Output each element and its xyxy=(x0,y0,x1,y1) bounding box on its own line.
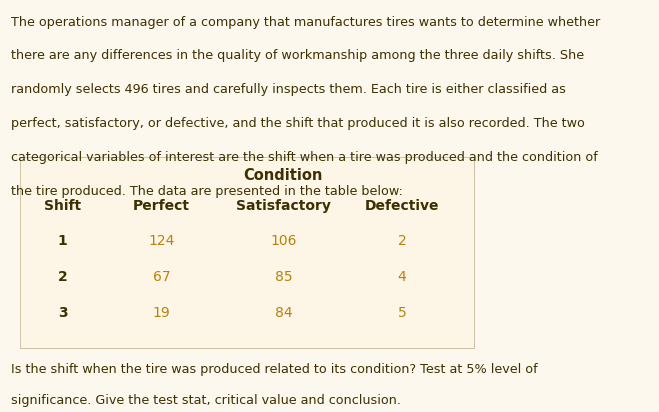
Text: significance. Give the test stat, critical value and conclusion.: significance. Give the test stat, critic… xyxy=(11,394,401,407)
Text: Shift: Shift xyxy=(44,199,81,213)
Text: 5: 5 xyxy=(397,306,407,320)
Text: the tire produced. The data are presented in the table below:: the tire produced. The data are presente… xyxy=(11,185,403,198)
Text: 3: 3 xyxy=(58,306,67,320)
Text: 1: 1 xyxy=(58,234,67,248)
Text: 85: 85 xyxy=(275,270,292,284)
Text: 2: 2 xyxy=(397,234,407,248)
Text: Defective: Defective xyxy=(364,199,440,213)
Text: categorical variables of interest are the shift when a tire was produced and the: categorical variables of interest are th… xyxy=(11,151,598,164)
Text: Satisfactory: Satisfactory xyxy=(236,199,331,213)
FancyBboxPatch shape xyxy=(20,157,474,348)
Text: 4: 4 xyxy=(397,270,407,284)
Text: 84: 84 xyxy=(275,306,292,320)
Text: 2: 2 xyxy=(58,270,67,284)
Text: Perfect: Perfect xyxy=(133,199,190,213)
Text: 106: 106 xyxy=(270,234,297,248)
Text: The operations manager of a company that manufactures tires wants to determine w: The operations manager of a company that… xyxy=(11,16,600,29)
Text: 124: 124 xyxy=(148,234,175,248)
Text: perfect, satisfactory, or defective, and the shift that produced it is also reco: perfect, satisfactory, or defective, and… xyxy=(11,117,585,130)
Text: 67: 67 xyxy=(153,270,170,284)
Text: there are any differences in the quality of workmanship among the three daily sh: there are any differences in the quality… xyxy=(11,49,585,63)
Text: 19: 19 xyxy=(153,306,170,320)
Text: Condition: Condition xyxy=(244,168,323,183)
Text: randomly selects 496 tires and carefully inspects them. Each tire is either clas: randomly selects 496 tires and carefully… xyxy=(11,83,566,96)
Text: Is the shift when the tire was produced related to its condition? Test at 5% lev: Is the shift when the tire was produced … xyxy=(11,363,538,377)
